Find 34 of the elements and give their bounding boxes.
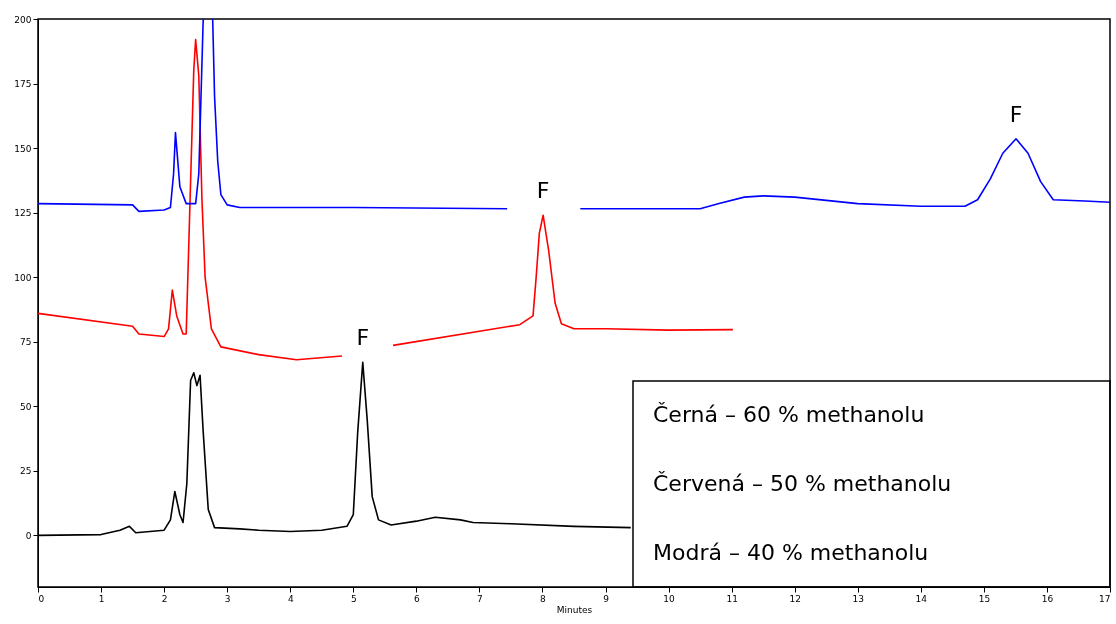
x-tick-label: 12 bbox=[789, 593, 801, 604]
x-axis-title: Minutes bbox=[556, 604, 593, 615]
x-tick-label: 4 bbox=[287, 593, 294, 604]
x-tick-label: 13 bbox=[852, 593, 864, 604]
annotation: F bbox=[536, 178, 550, 204]
x-tick-label: 15 bbox=[978, 593, 991, 604]
annotation: F bbox=[356, 325, 370, 351]
x-tick-label: 5 bbox=[350, 593, 357, 604]
x-tick-label: 8 bbox=[540, 593, 547, 604]
x-tick-label: 0 bbox=[38, 593, 45, 604]
y-tick-label: 200 bbox=[14, 14, 32, 25]
y-tick-label: 50 bbox=[20, 401, 32, 412]
x-tick-label: 11 bbox=[726, 593, 738, 604]
x-tick-label: 3 bbox=[224, 593, 231, 604]
annotation: F bbox=[1009, 101, 1023, 127]
y-tick-label: 125 bbox=[14, 208, 32, 219]
x-tick-label: 10 bbox=[663, 593, 676, 604]
y-tick-label: 150 bbox=[14, 143, 32, 154]
y-tick-label: 100 bbox=[14, 272, 32, 283]
x-tick-label: 17 bbox=[1099, 593, 1111, 604]
y-tick-label: 75 bbox=[20, 337, 32, 348]
x-tick-label: 14 bbox=[915, 593, 928, 604]
y-tick-label: 25 bbox=[20, 466, 32, 477]
y-tick-label: 0 bbox=[25, 530, 32, 541]
x-tick-label: 1 bbox=[98, 593, 105, 604]
x-tick-label: 16 bbox=[1041, 593, 1054, 604]
x-tick-label: 6 bbox=[413, 593, 420, 604]
annotation: Modrá – 40 % methanolu bbox=[653, 539, 929, 565]
x-tick-label: 2 bbox=[161, 593, 168, 604]
y-tick-label: 175 bbox=[14, 79, 32, 90]
annotation: Červená – 50 % methanolu bbox=[653, 471, 952, 496]
x-tick-label: 9 bbox=[603, 593, 610, 604]
x-tick-label: 7 bbox=[477, 593, 483, 604]
annotation: Černá – 60 % methanolu bbox=[653, 402, 925, 428]
